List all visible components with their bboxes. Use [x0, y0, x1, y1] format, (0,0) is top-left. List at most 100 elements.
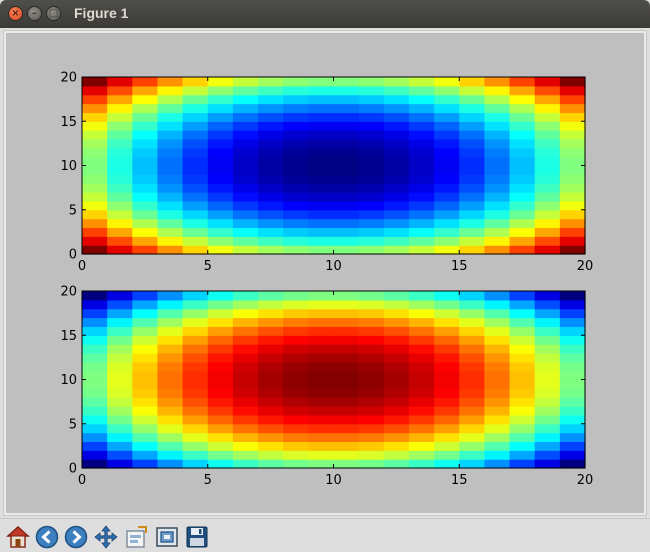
heatmap-cell	[182, 156, 209, 167]
heatmap-cell	[484, 85, 511, 96]
heatmap-cell	[132, 183, 159, 193]
heatmap-cell	[459, 370, 485, 381]
heatmap-cell	[358, 370, 385, 381]
heatmap-cell	[383, 200, 410, 211]
home-button[interactable]	[4, 523, 31, 550]
heatmap-cell	[434, 200, 460, 211]
back-button[interactable]	[33, 523, 60, 550]
heatmap-cell	[509, 138, 536, 149]
y-tick-label: 20	[60, 285, 77, 300]
heatmap-cell	[157, 183, 184, 193]
heatmap-cell	[509, 335, 536, 345]
heatmap-cell	[308, 77, 335, 87]
heatmap-cell	[484, 183, 511, 193]
heatmap-cell	[308, 317, 335, 327]
y-tick-label: 15	[60, 329, 77, 344]
heatmap-cell	[308, 147, 335, 158]
forward-button[interactable]	[62, 523, 89, 550]
heatmap-cell	[283, 299, 309, 310]
heatmap-cell	[559, 291, 586, 301]
subplots-icon	[125, 525, 147, 548]
heatmap-cell	[107, 245, 133, 255]
minimize-window-button[interactable]: –	[27, 6, 42, 21]
x-tick-label: 0	[78, 259, 86, 274]
heatmap-cell	[484, 218, 511, 229]
heatmap-cell	[434, 245, 460, 255]
heatmap-cell	[232, 326, 259, 336]
heatmap-cell	[434, 388, 460, 398]
heatmap-cell	[82, 432, 108, 443]
heatmap-cell	[82, 174, 108, 184]
heatmap-cell	[107, 441, 133, 451]
close-window-button[interactable]: ×	[8, 6, 23, 21]
heatmap-cell	[132, 344, 159, 354]
heatmap-cell	[333, 218, 360, 229]
heatmap-cell	[408, 147, 435, 158]
heatmap-cell	[157, 209, 184, 220]
y-tick-label: 10	[60, 159, 77, 174]
zoom-to-rect-button[interactable]	[153, 523, 180, 550]
heatmap-cell	[107, 335, 133, 345]
heatmap-cell	[484, 397, 511, 407]
heatmap-cell	[308, 370, 335, 381]
heatmap-cell	[107, 370, 133, 381]
maximize-window-button[interactable]: □	[46, 6, 61, 21]
heatmap-cell	[559, 308, 586, 319]
heatmap-cell	[207, 130, 234, 140]
heatmap-cell	[509, 147, 536, 158]
heatmap-cell	[459, 77, 485, 87]
heatmap-cell	[383, 379, 410, 389]
heatmap-cell	[182, 192, 209, 202]
heatmap-cell	[182, 85, 209, 96]
heatmap-cell	[559, 335, 586, 345]
heatmap-cell	[232, 165, 259, 175]
heatmap-cell	[434, 138, 460, 149]
heatmap-cell	[534, 291, 561, 301]
configure-subplots-button[interactable]	[122, 523, 149, 550]
heatmap-cell	[157, 388, 184, 398]
heatmap-cell	[484, 335, 511, 345]
heatmap-top[interactable]: 0 5 10 15 20 0 5 10 15 20	[60, 71, 593, 275]
heatmap-cell	[207, 227, 234, 237]
heatmap-cell	[408, 414, 435, 425]
pan-button[interactable]	[92, 523, 119, 550]
heatmap-cell	[408, 450, 435, 460]
heatmap-cell	[308, 335, 335, 345]
heatmap-cell	[559, 441, 586, 451]
heatmap-cell	[434, 218, 460, 229]
heatmap-cell	[232, 388, 259, 398]
heatmap-cell	[408, 423, 435, 434]
heatmap-cell	[308, 423, 335, 434]
heatmap-cell	[182, 299, 209, 310]
heatmap-cell	[182, 245, 209, 255]
heatmap-cell	[484, 423, 511, 434]
heatmap-cell	[283, 397, 309, 407]
heatmap-cell	[333, 183, 360, 193]
heatmap-cell	[132, 227, 159, 237]
heatmap-cell	[258, 236, 284, 246]
heatmap-cell	[232, 352, 259, 363]
heatmap-cell	[534, 192, 561, 202]
heatmap-cell	[509, 156, 536, 167]
heatmap-cell	[107, 183, 133, 193]
heatmap-cell	[258, 147, 284, 158]
heatmap-cell	[132, 138, 159, 149]
heatmap-cell	[358, 147, 385, 158]
heatmap-cell	[232, 344, 259, 354]
save-figure-button[interactable]	[183, 523, 210, 550]
heatmap-cell	[283, 432, 309, 443]
y-tick-label: 15	[60, 115, 77, 130]
heatmap-cell	[157, 103, 184, 113]
heatmap-cell	[509, 121, 536, 131]
heatmap-cell	[408, 291, 435, 301]
heatmap-cell	[283, 450, 309, 460]
heatmap-cell	[559, 236, 586, 246]
heatmap-cell	[358, 459, 385, 469]
heatmap-cell	[132, 112, 159, 122]
heatmap-cell	[459, 441, 485, 451]
heatmap-cell	[358, 344, 385, 354]
heatmap-cell	[132, 94, 159, 105]
heatmap-cell	[207, 291, 234, 301]
heatmap-cell	[182, 423, 209, 434]
heatmap-bottom[interactable]: 0 5 10 15 20 0 5 10 15 20	[60, 285, 593, 489]
